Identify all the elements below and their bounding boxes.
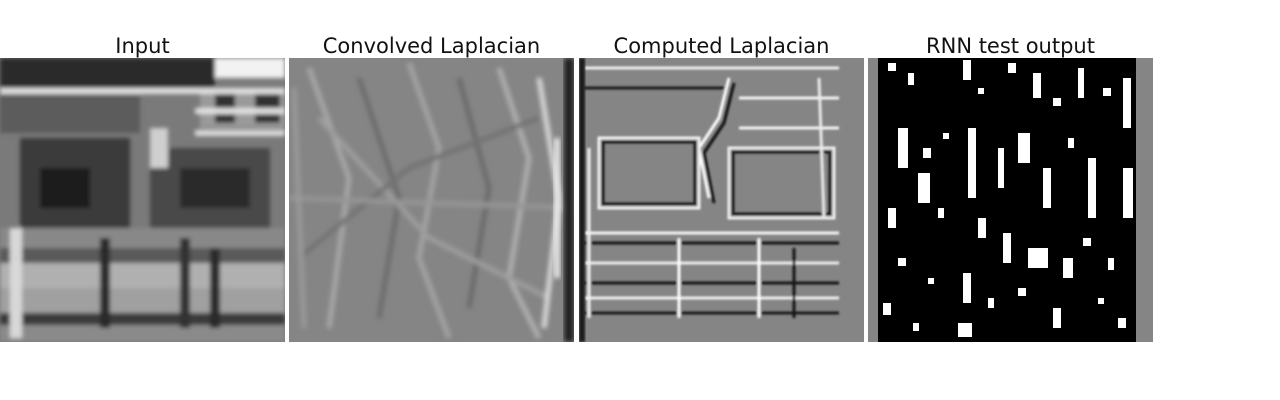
panel-title-rnn-test-output: RNN test output <box>926 34 1095 58</box>
rnn-test-output-image <box>868 58 1153 342</box>
computed-laplacian-image <box>579 58 864 342</box>
panel-convolved-laplacian: Convolved Laplacian <box>289 0 574 400</box>
panel-title-convolved-laplacian: Convolved Laplacian <box>322 34 541 58</box>
input-image <box>0 58 285 342</box>
convolved-laplacian-image <box>289 58 574 342</box>
panel-rnn-test-output: RNN test output <box>868 0 1153 400</box>
panel-title-computed-laplacian: Computed Laplacian <box>613 34 830 58</box>
panel-title-input: Input <box>115 34 170 58</box>
panel-computed-laplacian: Computed Laplacian <box>579 0 864 400</box>
panel-input: Input <box>0 0 285 400</box>
